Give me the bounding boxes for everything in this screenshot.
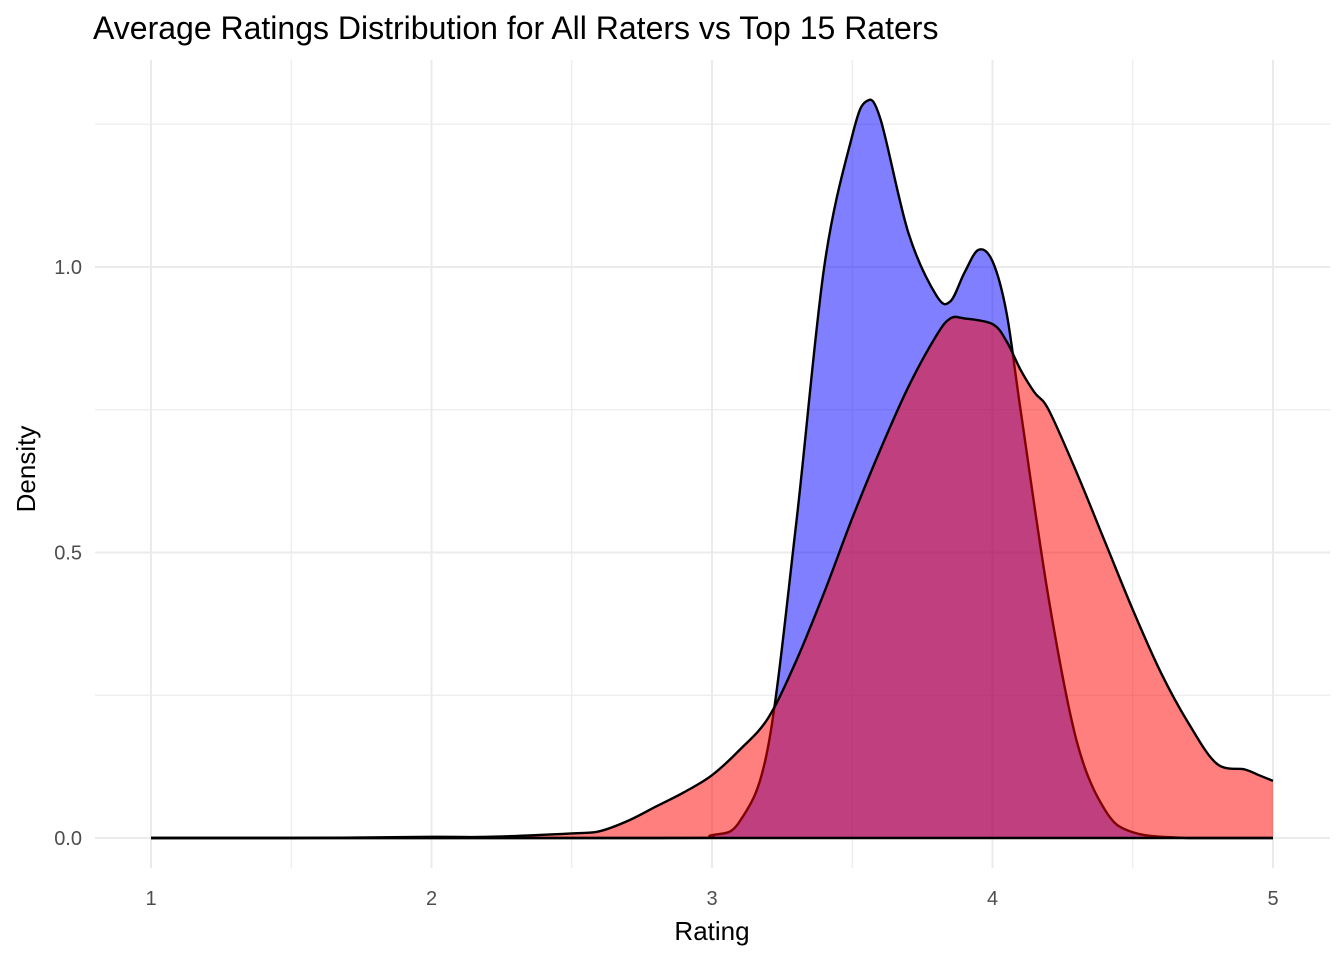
- x-tick-label: 3: [706, 888, 717, 910]
- density-areas: [151, 98, 1274, 840]
- chart-title: Average Ratings Distribution for All Rat…: [93, 10, 939, 46]
- x-tick-label: 1: [145, 888, 156, 910]
- x-tick-label: 4: [987, 888, 998, 910]
- y-axis-label: Density: [11, 426, 41, 513]
- x-tick-labels: 1 2 3 4 5: [145, 888, 1278, 910]
- density-area-red: [151, 316, 1273, 838]
- x-tick-label: 2: [426, 888, 437, 910]
- x-tick-label: 5: [1267, 888, 1278, 910]
- x-axis-label: Rating: [674, 916, 749, 946]
- density-area-red-outline: [151, 315, 1274, 840]
- y-tick-label: 1.0: [54, 257, 82, 279]
- y-tick-labels: 0.0 0.5 1.0: [54, 257, 82, 850]
- y-tick-label: 0.5: [54, 543, 82, 565]
- y-tick-label: 0.0: [54, 828, 82, 850]
